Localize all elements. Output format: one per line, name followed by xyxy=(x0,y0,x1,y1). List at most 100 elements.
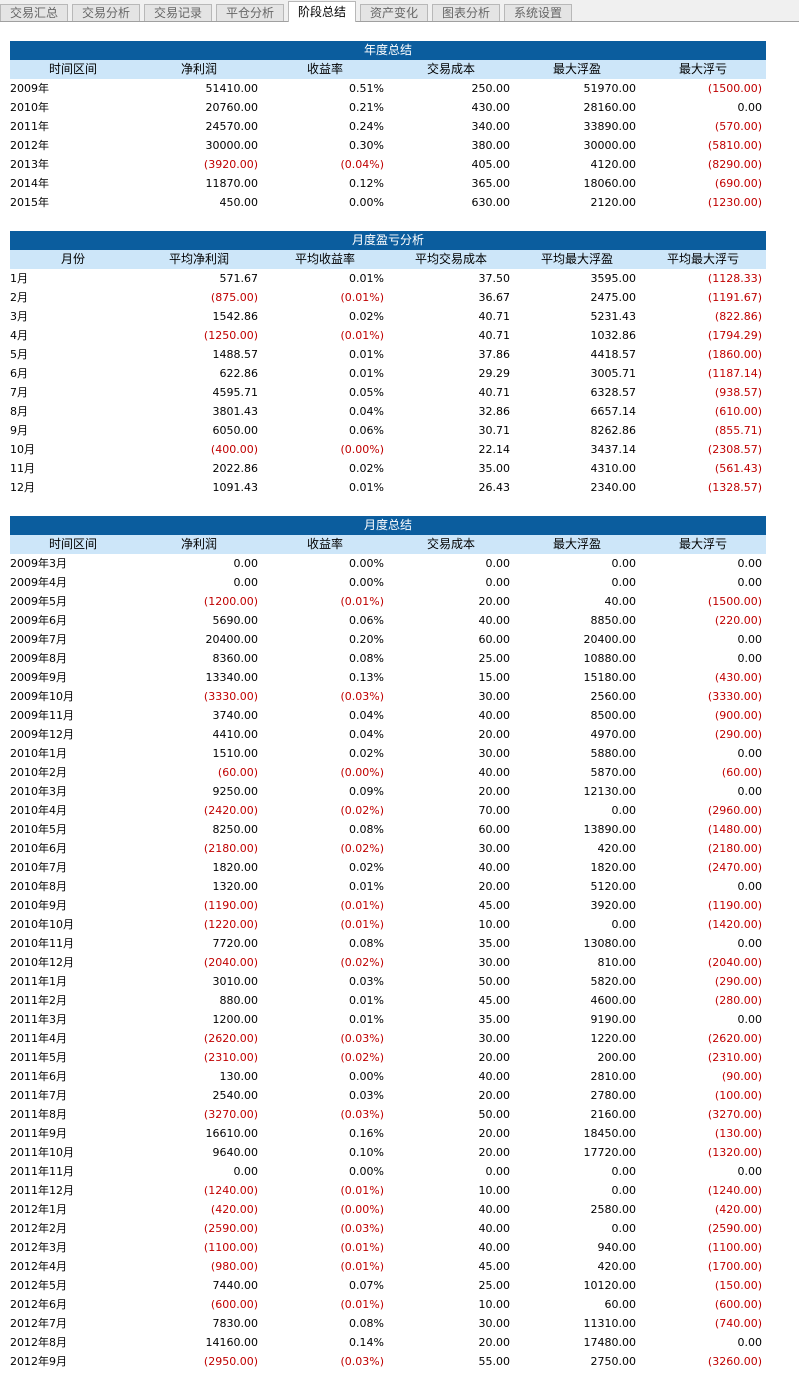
row-label: 2月 xyxy=(10,291,28,304)
cell-value: 45.00 xyxy=(478,899,511,912)
row-label: 2009年9月 xyxy=(10,671,67,684)
cell-value: 3595.00 xyxy=(590,272,637,285)
cell-value: (2310.00) xyxy=(203,1051,258,1064)
cell-value: 2810.00 xyxy=(590,1070,637,1083)
cell-value: 2780.00 xyxy=(590,1089,637,1102)
tab[interactable]: 系统设置 xyxy=(504,4,572,21)
tab[interactable]: 平仓分析 xyxy=(216,4,284,21)
cell-value: 11870.00 xyxy=(205,177,259,190)
tab[interactable]: 交易汇总 xyxy=(0,4,68,21)
data-row: 2012年5月 7440.00 0.07% 25.00 10120.00 (150.00) xyxy=(10,1276,766,1295)
cell-value: (1230.00) xyxy=(707,196,762,209)
cell-value: 10.00 xyxy=(478,1298,511,1311)
tab[interactable]: 交易分析 xyxy=(72,4,140,21)
cell-value: 70.00 xyxy=(478,804,511,817)
cell-value: 0.00% xyxy=(349,1165,384,1178)
cell-value: (1240.00) xyxy=(707,1184,762,1197)
cell-value: 622.86 xyxy=(219,367,259,380)
row-label: 6月 xyxy=(10,367,28,380)
cell-value: (600.00) xyxy=(714,1298,762,1311)
cell-value: 1510.00 xyxy=(212,747,259,760)
cell-value: 0.06% xyxy=(349,424,384,437)
cell-value: 1200.00 xyxy=(212,1013,259,1026)
tab[interactable]: 交易记录 xyxy=(144,4,212,21)
cell-value: 29.29 xyxy=(478,367,511,380)
cell-value: 0.00 xyxy=(485,576,511,589)
cell-value: 8500.00 xyxy=(590,709,637,722)
cell-value: 0.00 xyxy=(611,1184,637,1197)
data-row: 2012年7月 7830.00 0.08% 30.00 11310.00 (740.00) xyxy=(10,1314,766,1333)
column-header: 平均交易成本 xyxy=(414,252,487,266)
cell-value: 33890.00 xyxy=(583,120,637,133)
cell-value: 0.02% xyxy=(349,861,384,874)
data-row: 2009年7月 20400.00 0.20% 60.00 20400.00 0.00 xyxy=(10,630,766,649)
column-header: 交易成本 xyxy=(426,62,475,76)
cell-value: 32.86 xyxy=(478,405,511,418)
data-row: 2010年2月 (60.00) (0.00%) 40.00 5870.00 (60.00) xyxy=(10,763,766,782)
cell-value: 2475.00 xyxy=(590,291,637,304)
cell-value: (1200.00) xyxy=(203,595,258,608)
row-label: 2010年4月 xyxy=(10,804,67,817)
column-header: 平均净利润 xyxy=(168,252,229,266)
cell-value: 5880.00 xyxy=(590,747,637,760)
tab[interactable]: 图表分析 xyxy=(432,4,500,21)
cell-value: (1250.00) xyxy=(203,329,258,342)
cell-value: 30.71 xyxy=(478,424,511,437)
cell-value: 0.00 xyxy=(737,557,763,570)
data-row: 2009年11月 3740.00 0.04% 40.00 8500.00 (900.00) xyxy=(10,706,766,725)
cell-value: 0.00% xyxy=(349,1070,384,1083)
table-title: 月度盈亏分析 xyxy=(10,231,766,250)
row-label: 2010年6月 xyxy=(10,842,67,855)
cell-value: 0.00 xyxy=(737,652,763,665)
data-row: 2011年10月 9640.00 0.10% 20.00 17720.00 (1320.0… xyxy=(10,1143,766,1162)
cell-value: 18060.00 xyxy=(583,177,637,190)
cell-value: 0.14% xyxy=(349,1336,384,1349)
cell-value: (0.03%) xyxy=(340,1222,384,1235)
cell-value: (822.86) xyxy=(714,310,762,323)
tab[interactable]: 阶段总结 xyxy=(288,1,356,22)
cell-value: (150.00) xyxy=(714,1279,762,1292)
cell-value: (938.57) xyxy=(714,386,762,399)
data-row: 2012年3月 (1100.00) (0.01%) 40.00 940.00 (1100.… xyxy=(10,1238,766,1257)
cell-value: 4970.00 xyxy=(590,728,637,741)
cell-value: 0.01% xyxy=(349,880,384,893)
tab[interactable]: 资产变化 xyxy=(360,4,428,21)
cell-value: (600.00) xyxy=(210,1298,258,1311)
row-label: 2012年4月 xyxy=(10,1260,67,1273)
data-row: 2010年5月 8250.00 0.08% 60.00 13890.00 (1480.00… xyxy=(10,820,766,839)
cell-value: 20.00 xyxy=(478,785,511,798)
cell-value: 0.00 xyxy=(611,576,637,589)
cell-value: 8250.00 xyxy=(212,823,259,836)
cell-value: 1091.43 xyxy=(212,481,259,494)
cell-value: 3005.71 xyxy=(590,367,637,380)
cell-value: (0.02%) xyxy=(340,804,384,817)
header-row: 时间区间 净利润 收益率 交易成本 最大浮盈 最大浮亏 xyxy=(10,60,766,79)
cell-value: (0.02%) xyxy=(340,1051,384,1064)
data-row: 2015年 450.00 0.00% 630.00 2120.00 (1230.00) xyxy=(10,193,766,212)
cell-value: 40.71 xyxy=(478,329,511,342)
cell-value: 20400.00 xyxy=(205,633,259,646)
cell-value: (0.02%) xyxy=(340,956,384,969)
column-header: 平均收益率 xyxy=(294,252,355,266)
cell-value: 0.00 xyxy=(233,1165,259,1178)
cell-value: (0.00%) xyxy=(340,1203,384,1216)
cell-value: (3330.00) xyxy=(707,690,762,703)
cell-value: 30.00 xyxy=(478,1317,511,1330)
data-row: 2011年3月 1200.00 0.01% 35.00 9190.00 0.00 xyxy=(10,1010,766,1029)
column-header: 最大浮盈 xyxy=(552,62,601,76)
row-label: 2012年5月 xyxy=(10,1279,67,1292)
data-row: 2010年10月 (1220.00) (0.01%) 10.00 0.00 (1420.0… xyxy=(10,915,766,934)
cell-value: 0.00 xyxy=(233,576,259,589)
cell-value: 0.00 xyxy=(611,804,637,817)
cell-value: (220.00) xyxy=(714,614,762,627)
cell-value: 0.00 xyxy=(611,1165,637,1178)
row-label: 2012年8月 xyxy=(10,1336,67,1349)
row-label: 2011年1月 xyxy=(10,975,67,988)
cell-value: (1700.00) xyxy=(707,1260,762,1273)
cell-value: 40.00 xyxy=(478,766,511,779)
cell-value: 6050.00 xyxy=(212,424,259,437)
cell-value: 2160.00 xyxy=(590,1108,637,1121)
cell-value: 0.04% xyxy=(349,405,384,418)
tab-bar: 交易汇总 交易分析 交易记录 平仓分析 阶段总结 资产变化 图表分析 系统设置 xyxy=(0,0,799,22)
